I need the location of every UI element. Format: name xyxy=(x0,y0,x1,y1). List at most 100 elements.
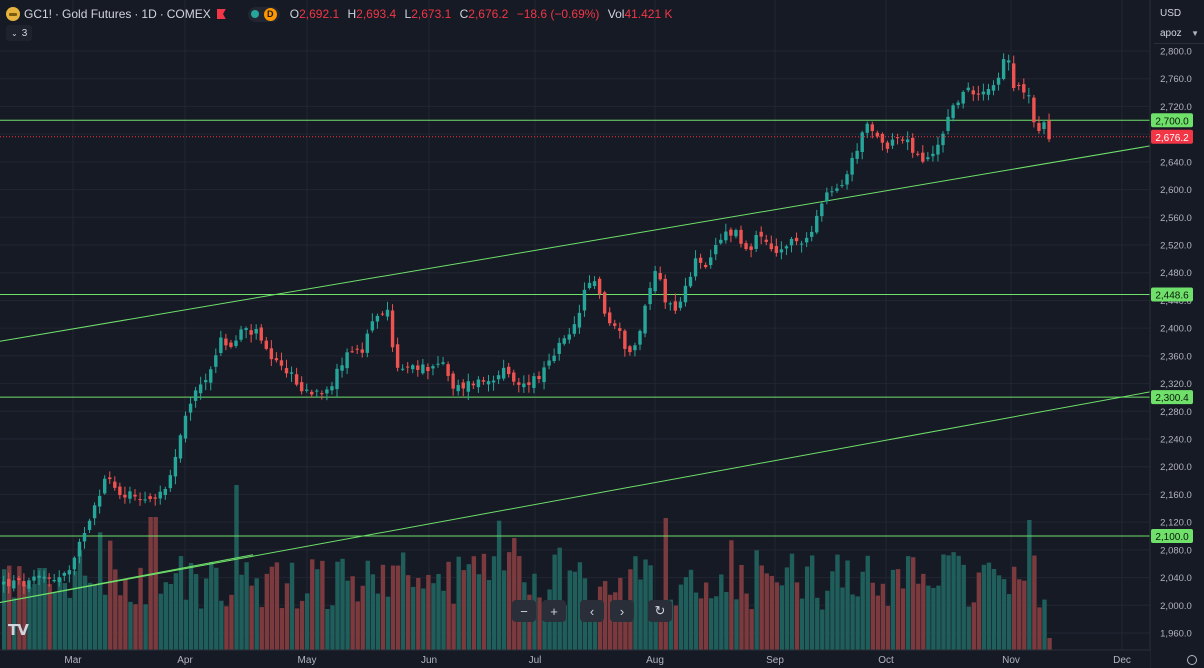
candle-body xyxy=(2,581,6,585)
trend-line xyxy=(0,391,1151,604)
level-price-badge xyxy=(1151,390,1193,405)
zoom-in-button[interactable]: + xyxy=(542,600,566,622)
volume-bar xyxy=(294,608,300,650)
volume-bar xyxy=(421,588,426,650)
candle-body xyxy=(395,344,400,368)
candle-body xyxy=(557,342,561,354)
candle-body xyxy=(239,329,243,340)
volume-bar xyxy=(981,564,987,650)
candle-body xyxy=(22,581,26,587)
volume-bar xyxy=(431,583,436,650)
volume-bar xyxy=(269,566,275,650)
volume-bar xyxy=(284,583,290,650)
candle-body xyxy=(456,384,460,392)
candle-body xyxy=(810,231,814,237)
candle-body xyxy=(532,376,536,388)
candle-body xyxy=(956,102,960,106)
candle-body xyxy=(158,491,162,499)
scale-mode-selector[interactable]: apoz ▼ xyxy=(1154,24,1204,44)
volume-bar xyxy=(714,596,719,650)
candle-body xyxy=(648,287,652,305)
candle-body xyxy=(305,389,309,391)
volume-bar xyxy=(825,590,830,650)
candle-body xyxy=(87,520,92,531)
horizontal-levels[interactable] xyxy=(0,119,1150,537)
volume-bar xyxy=(426,574,431,650)
scroll-left-button[interactable]: ‹ xyxy=(580,600,604,622)
candle-body xyxy=(971,90,975,95)
candle-body xyxy=(517,382,521,385)
volume-bar xyxy=(951,552,956,650)
volume-bar xyxy=(365,560,370,650)
price-axis-panel[interactable] xyxy=(1150,0,1204,668)
scroll-right-button[interactable]: › xyxy=(610,600,634,622)
zoom-out-button[interactable]: − xyxy=(512,600,536,622)
tradingview-logo-icon[interactable]: TV xyxy=(8,621,29,639)
volume-bar xyxy=(789,553,795,650)
volume-bar xyxy=(486,580,492,650)
time-tick-label: Apr xyxy=(177,655,193,666)
high-label: H xyxy=(347,7,357,21)
candle-body xyxy=(148,496,152,500)
candle-body xyxy=(7,578,11,587)
candle-body xyxy=(618,328,622,331)
volume-bar xyxy=(395,565,401,650)
exchange: COMEX xyxy=(166,7,211,21)
indicators-toggle[interactable]: ⌄ 3 xyxy=(6,25,33,41)
candle-body xyxy=(330,386,334,391)
market-status-pill[interactable]: D xyxy=(247,6,280,22)
volume-bar xyxy=(860,571,865,650)
volume-bar xyxy=(724,591,729,650)
candle-body xyxy=(193,390,198,401)
volume-bar xyxy=(991,568,997,650)
volume-bar xyxy=(865,555,870,650)
volume-bar xyxy=(310,559,315,650)
candles xyxy=(2,53,1051,594)
volume-bar xyxy=(703,582,709,650)
candle-body xyxy=(840,185,844,187)
candle-body xyxy=(582,289,587,311)
candle-body xyxy=(1027,95,1031,97)
volume-bar xyxy=(729,540,734,650)
candle-body xyxy=(996,77,1001,85)
candle-body xyxy=(315,390,319,392)
volume-bar xyxy=(330,605,335,650)
candle-body xyxy=(562,338,566,344)
candle-body xyxy=(103,478,107,494)
volume-bar xyxy=(123,578,128,650)
time-axis-panel[interactable] xyxy=(0,650,1150,668)
time-tick-label: Sep xyxy=(766,655,784,666)
candle-body xyxy=(406,366,410,368)
volume-bar xyxy=(385,596,391,650)
indicator-count: 3 xyxy=(21,27,28,39)
delayed-data-badge: D xyxy=(263,7,277,21)
candle-body xyxy=(390,310,395,348)
volume-bar xyxy=(380,564,386,650)
gold-logo-icon xyxy=(6,7,20,21)
volume-bar xyxy=(961,564,966,650)
volume-bar xyxy=(900,588,906,650)
volume-bar xyxy=(936,585,941,650)
trend-lines[interactable] xyxy=(0,145,1151,604)
price-tick-label: 2,760.0 xyxy=(1160,74,1192,85)
level-price-label: 2,100.0 xyxy=(1155,532,1189,543)
volume-bar xyxy=(673,605,679,650)
candle-body xyxy=(214,355,218,367)
volume-bar xyxy=(355,601,360,650)
candle-body xyxy=(37,575,41,578)
candle-body xyxy=(784,246,789,249)
volume-bar xyxy=(17,566,22,650)
interval[interactable]: 1D xyxy=(141,7,157,21)
low-label: L xyxy=(404,7,412,21)
level-price-label: 2,448.6 xyxy=(1155,290,1189,301)
reset-chart-button[interactable]: ↻ xyxy=(648,600,672,622)
settings-gear-icon[interactable] xyxy=(1187,655,1197,665)
symbol[interactable]: GC1! xyxy=(24,7,53,21)
candle-body xyxy=(451,373,455,389)
volume-bar xyxy=(350,576,355,650)
currency-selector[interactable]: USD xyxy=(1154,3,1204,23)
flag-icon[interactable] xyxy=(216,9,226,19)
candle-body xyxy=(855,150,859,159)
candle-body xyxy=(1022,84,1026,93)
